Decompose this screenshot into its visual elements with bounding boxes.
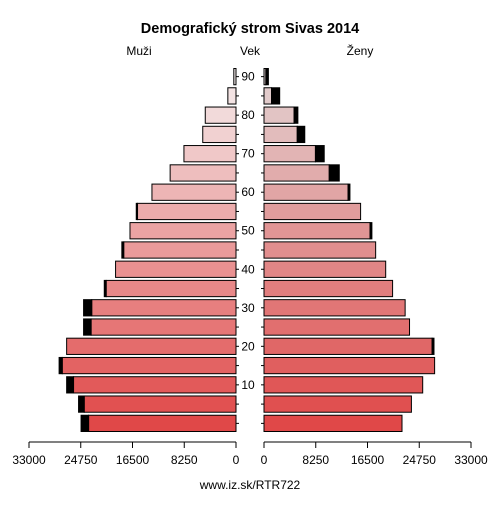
female-bar [263, 145, 316, 163]
female-bar [263, 318, 411, 336]
age-tick-label: 50 [241, 224, 255, 238]
right-series-label: Ženy [347, 43, 374, 58]
male-bar [233, 68, 237, 86]
male-excess-bar [103, 279, 107, 298]
age-tick-label: 70 [241, 147, 255, 161]
female-bar [263, 183, 349, 201]
female-bar [263, 395, 412, 413]
female-excess-bar [347, 183, 351, 201]
female-bar [263, 164, 330, 182]
female-excess-bar [293, 106, 299, 124]
male-x-tick-label: 24750 [64, 453, 98, 467]
female-bar [263, 356, 436, 375]
age-tick-label: 40 [241, 262, 255, 276]
age-tick-label: 90 [241, 70, 255, 84]
male-bar [183, 145, 237, 163]
male-bar [115, 260, 237, 278]
male-excess-bar [66, 376, 75, 394]
age-tick-label: 80 [241, 108, 255, 122]
female-x-tick-label: 0 [261, 453, 268, 467]
footer-source: www.iz.sk/RTR722 [199, 478, 301, 492]
male-bar [129, 222, 237, 240]
male-bar [66, 337, 237, 355]
male-excess-bar [121, 241, 125, 259]
male-bar [83, 395, 237, 413]
female-excess-bar [271, 87, 281, 105]
center-axis-label: Vek [240, 44, 261, 58]
age-tick-label: 30 [241, 301, 255, 315]
female-bar [263, 414, 403, 433]
female-excess-bar [328, 164, 340, 182]
female-x-tick-label: 33000 [454, 453, 488, 467]
male-x-tick-label: 8250 [171, 453, 198, 467]
female-bar [263, 202, 362, 221]
male-bar [91, 299, 237, 317]
female-excess-bar [314, 145, 325, 163]
female-excess-bar [296, 125, 306, 144]
female-bar [263, 376, 424, 394]
female-bar [263, 337, 433, 355]
female-bar [263, 222, 371, 240]
chart-title: Demografický strom Sivas 2014 [141, 21, 359, 37]
female-bar [263, 125, 298, 144]
male-excess-bar [83, 318, 92, 336]
male-excess-bar [83, 299, 93, 317]
male-bar [61, 356, 237, 375]
female-x-tick-label: 16500 [351, 453, 385, 467]
male-bar [204, 106, 237, 124]
male-bar [105, 279, 237, 298]
female-bar [263, 299, 406, 317]
age-tick-label: 10 [241, 378, 255, 392]
male-bar [90, 318, 237, 336]
female-bar [263, 260, 387, 278]
male-excess-bar [58, 356, 63, 375]
female-bar [263, 106, 295, 124]
female-excess-bar [431, 337, 435, 355]
male-bar [169, 164, 237, 182]
female-x-tick-label: 24750 [403, 453, 437, 467]
male-x-tick-label: 0 [233, 453, 240, 467]
left-series-label: Muži [126, 44, 151, 58]
female-excess-bar [369, 222, 373, 240]
female-excess-bar [265, 68, 269, 86]
male-excess-bar [80, 414, 90, 433]
male-x-tick-label: 33000 [12, 453, 46, 467]
male-bar [202, 125, 237, 144]
female-bar [263, 279, 394, 298]
age-tick-label: 20 [241, 339, 255, 353]
male-x-tick-label: 16500 [116, 453, 150, 467]
male-bar [73, 376, 237, 394]
male-bar [88, 414, 237, 433]
male-excess-bar [135, 202, 139, 221]
female-x-tick-label: 8250 [302, 453, 329, 467]
male-bar [137, 202, 237, 221]
female-bar [263, 87, 273, 105]
male-bar [151, 183, 237, 201]
male-bar [227, 87, 237, 105]
age-tick-label: 60 [241, 185, 255, 199]
male-bar [123, 241, 237, 259]
female-bar [263, 241, 377, 259]
male-excess-bar [78, 395, 85, 413]
